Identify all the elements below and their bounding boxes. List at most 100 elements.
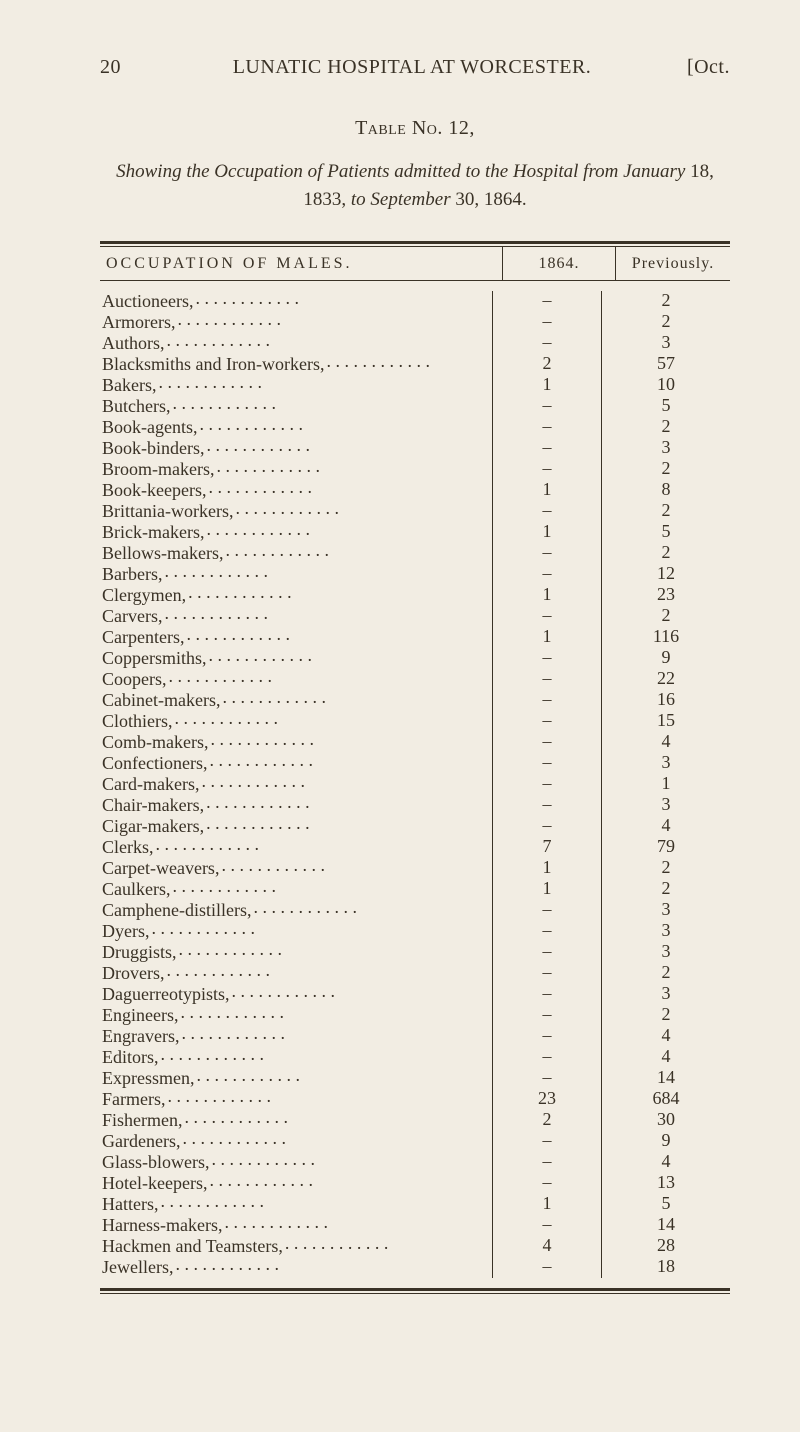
leader-dots <box>326 354 492 370</box>
year-cell: – <box>492 1257 601 1278</box>
occupation-cell: Druggists, <box>100 942 492 963</box>
occupation-label: Fishermen, <box>102 1111 185 1129</box>
table-row: Bakers,110 <box>100 375 730 396</box>
table-row: Clergymen,123 <box>100 585 730 606</box>
year-value: – <box>543 752 552 772</box>
year-cell: – <box>492 564 601 585</box>
table-row: Jewellers,–18 <box>100 1257 730 1278</box>
year-value: – <box>543 1067 552 1087</box>
table-row: Camphene-distillers,–3 <box>100 900 730 921</box>
occupation-cell: Barbers, <box>100 564 492 585</box>
occupation-cell: Book-binders, <box>100 438 492 459</box>
previously-cell: 9 <box>601 1131 730 1152</box>
occupation-label: Carpenters, <box>102 628 186 646</box>
year-cell: – <box>492 942 601 963</box>
occupation-cell: Fishermen, <box>100 1110 492 1131</box>
previously-cell: 2 <box>601 291 730 312</box>
leader-dots <box>231 984 492 1000</box>
table-row: Brick-makers,15 <box>100 522 730 543</box>
previously-value: 8 <box>662 479 671 499</box>
occupation-cell: Drovers, <box>100 963 492 984</box>
previously-cell: 2 <box>601 879 730 900</box>
table-row: Farmers,23684 <box>100 1089 730 1110</box>
previously-cell: 15 <box>601 711 730 732</box>
year-cell: – <box>492 1005 601 1026</box>
table-row: Coppersmiths,–9 <box>100 648 730 669</box>
previously-cell: 9 <box>601 648 730 669</box>
occupation-label: Bellows-makers, <box>102 544 225 562</box>
previously-cell: 3 <box>601 984 730 1005</box>
previously-value: 2 <box>662 857 671 877</box>
occupation-label: Coopers, <box>102 670 169 688</box>
occupation-cell: Farmers, <box>100 1089 492 1110</box>
year-value: – <box>543 1172 552 1192</box>
leader-dots <box>167 1089 492 1105</box>
table-row: Book-agents,–2 <box>100 417 730 438</box>
table-row: Barbers,– 12 <box>100 564 730 585</box>
year-cell: – <box>492 1131 601 1152</box>
caption-part-2: to September <box>351 189 451 210</box>
year-value: – <box>543 773 552 793</box>
year-value: – <box>543 983 552 1003</box>
occupation-label: Clothiers, <box>102 712 175 730</box>
year-cell: – <box>492 732 601 753</box>
table-row: Engravers,–4 <box>100 1026 730 1047</box>
leader-dots <box>196 1068 492 1084</box>
previously-value: 4 <box>662 731 671 751</box>
year-value: – <box>543 542 552 562</box>
occupation-label: Farmers, <box>102 1090 167 1108</box>
running-head: 20 LUNATIC HOSPITAL AT WORCESTER. [Oct. <box>100 56 730 79</box>
occupation-cell: Hotel-keepers, <box>100 1173 492 1194</box>
occupation-label: Editors, <box>102 1048 161 1066</box>
table-row: Harness-makers,–14 <box>100 1215 730 1236</box>
leader-dots <box>209 753 492 769</box>
occupation-cell: Coppersmiths, <box>100 648 492 669</box>
occupation-cell: Engineers, <box>100 1005 492 1026</box>
year-cell: – <box>492 1026 601 1047</box>
occupation-label: Comb-makers, <box>102 733 210 751</box>
previously-value: 57 <box>657 353 675 373</box>
occupation-label: Coppersmiths, <box>102 649 209 667</box>
previously-cell: 13 <box>601 1173 730 1194</box>
table-row: Cabinet-makers,–16 <box>100 690 730 711</box>
previously-cell: 4 <box>601 732 730 753</box>
previously-value: 1 <box>662 773 671 793</box>
occupation-label: Clergymen, <box>102 586 188 604</box>
previously-value: 30 <box>657 1109 675 1129</box>
year-value: – <box>543 332 552 352</box>
leader-dots <box>164 564 492 580</box>
occupation-label: Carvers, <box>102 607 164 625</box>
previously-cell: 2 <box>601 312 730 333</box>
leader-dots <box>210 732 492 748</box>
previously-cell: 10 <box>601 375 730 396</box>
previously-value: 12 <box>657 563 675 583</box>
occupation-cell: Clergymen, <box>100 585 492 606</box>
previously-cell: 3 <box>601 942 730 963</box>
previously-cell: 30 <box>601 1110 730 1131</box>
year-value: – <box>543 1130 552 1150</box>
year-cell: 1 <box>492 879 601 900</box>
occupation-label: Confectioners, <box>102 754 209 772</box>
table-row: Card-makers,–1 <box>100 774 730 795</box>
year-cell: 1 <box>492 1194 601 1215</box>
previously-cell: 16 <box>601 690 730 711</box>
occupation-cell: Book-keepers, <box>100 480 492 501</box>
year-value: – <box>543 1004 552 1024</box>
table-row: Dyers,–3 <box>100 921 730 942</box>
previously-value: 23 <box>657 584 675 604</box>
previously-cell: 3 <box>601 921 730 942</box>
leader-dots <box>166 963 492 979</box>
year-cell: – <box>492 417 601 438</box>
year-value: 2 <box>543 353 552 373</box>
table-body: Auctioneers,–2Armorers,–2Authors,–3Black… <box>100 281 730 1278</box>
running-title: LUNATIC HOSPITAL AT WORCESTER. <box>144 56 680 79</box>
previously-cell: 23 <box>601 585 730 606</box>
year-cell: 23 <box>492 1089 601 1110</box>
table-row: Carvers,–2 <box>100 606 730 627</box>
occupation-label: Engineers, <box>102 1006 180 1024</box>
previously-value: 3 <box>662 983 671 1003</box>
previously-value: 3 <box>662 752 671 772</box>
occupation-label: Engravers, <box>102 1027 181 1045</box>
year-cell: – <box>492 312 601 333</box>
year-cell: – <box>492 984 601 1005</box>
